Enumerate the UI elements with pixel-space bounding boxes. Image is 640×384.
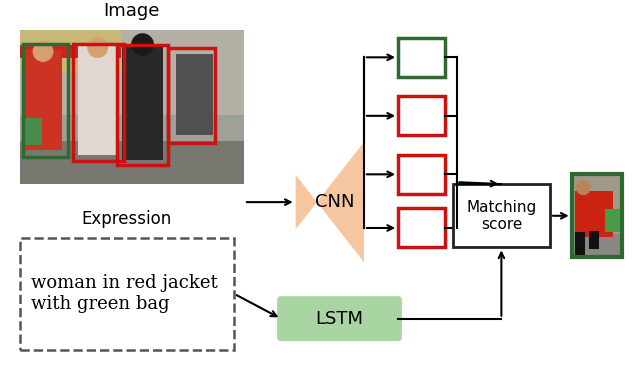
Bar bbox=[24, 118, 42, 145]
Bar bbox=[398, 38, 445, 77]
Bar bbox=[398, 155, 445, 194]
Text: LSTM: LSTM bbox=[316, 310, 364, 328]
Bar bbox=[398, 209, 445, 247]
FancyBboxPatch shape bbox=[277, 296, 402, 341]
Polygon shape bbox=[296, 142, 364, 262]
Circle shape bbox=[132, 34, 153, 55]
Bar bbox=[22, 44, 68, 157]
Bar bbox=[398, 96, 445, 135]
Circle shape bbox=[577, 181, 590, 194]
Bar bbox=[24, 50, 61, 150]
Bar bbox=[20, 30, 244, 115]
Circle shape bbox=[33, 42, 53, 61]
Bar bbox=[168, 48, 214, 143]
Bar bbox=[20, 238, 234, 350]
Text: Expression: Expression bbox=[82, 210, 172, 228]
Bar bbox=[575, 232, 585, 255]
Bar bbox=[20, 45, 120, 58]
Bar bbox=[73, 44, 124, 161]
Bar bbox=[20, 135, 244, 184]
Circle shape bbox=[88, 38, 108, 57]
Bar bbox=[605, 209, 620, 232]
Bar bbox=[20, 30, 244, 184]
Bar bbox=[572, 174, 622, 257]
Bar bbox=[572, 234, 622, 257]
Text: CNN: CNN bbox=[315, 193, 355, 211]
Text: Image: Image bbox=[104, 2, 160, 20]
Bar bbox=[122, 45, 163, 160]
Bar bbox=[175, 55, 212, 135]
Bar bbox=[575, 191, 612, 237]
Bar bbox=[572, 174, 622, 257]
Bar bbox=[78, 45, 117, 155]
Bar bbox=[20, 30, 120, 73]
Bar bbox=[452, 184, 550, 247]
Bar bbox=[20, 122, 244, 141]
Text: woman in red jacket
with green bag: woman in red jacket with green bag bbox=[31, 275, 218, 313]
Text: Matching
score: Matching score bbox=[467, 200, 536, 232]
Bar bbox=[589, 231, 599, 250]
Bar bbox=[117, 45, 168, 165]
